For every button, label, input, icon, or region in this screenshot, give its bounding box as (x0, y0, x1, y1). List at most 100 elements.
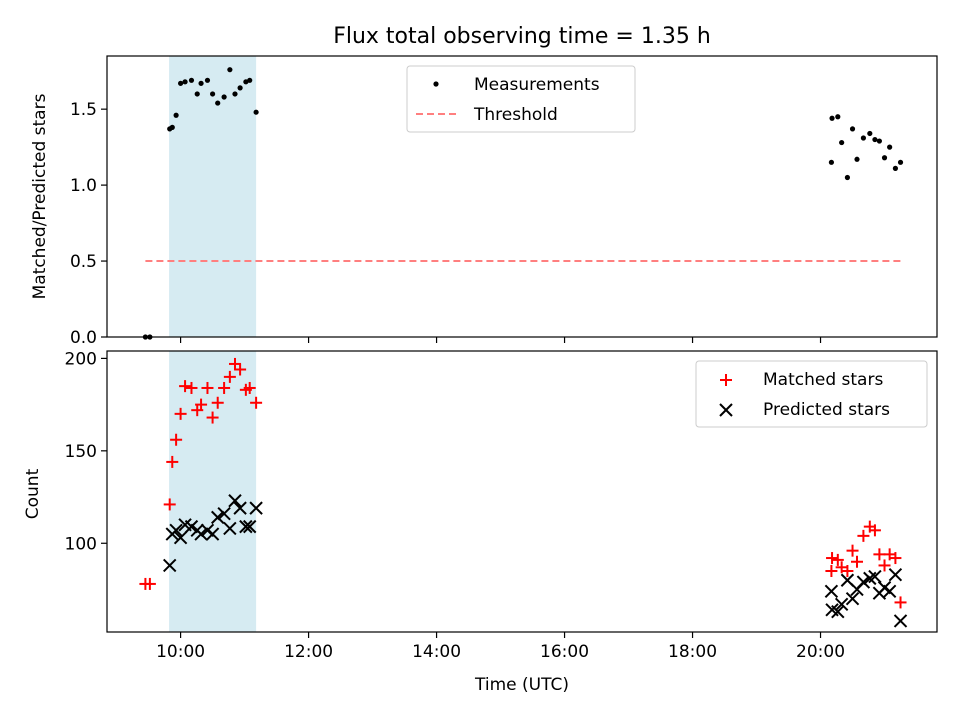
ratio-panel-frame (106, 55, 938, 338)
measurement-point (892, 165, 899, 171)
measurement-point (169, 124, 175, 130)
count-shaded-span (169, 351, 257, 632)
measurement-point (194, 91, 200, 97)
measurement-point (844, 174, 851, 181)
ratio-shaded-span (169, 56, 257, 337)
measurement-point (829, 115, 835, 121)
measurement-point (828, 159, 835, 165)
legend-measurements-marker (433, 81, 439, 87)
measurement-point (887, 144, 893, 150)
matched-stars-point (826, 552, 839, 565)
x-tick-label: 18:00 (668, 642, 717, 662)
legend-measurements-label: Measurements (474, 75, 600, 95)
legend-matched-marker (720, 374, 732, 386)
predicted-stars-point (242, 519, 257, 534)
count-panel: 10:00 12:00 14:00 16:00 18:00 20:00100150200 … (23, 349, 938, 695)
count-y-tick-label: 150 (65, 442, 97, 462)
predicted-stars-point (233, 501, 247, 515)
legend-matched-label: Matched stars (763, 370, 883, 390)
measurement-point (872, 136, 878, 143)
predicted-stars-point (845, 592, 860, 606)
matched-stars-point (841, 564, 854, 577)
predicted-stars-point (173, 531, 188, 545)
ratio-y-axis-label: Matched/Predicted stars (30, 93, 50, 299)
predicted-stars-point (856, 575, 871, 589)
count-legend: Matched stars Predicted stars (695, 360, 928, 428)
measurement-point (232, 91, 238, 97)
predicted-stars-point (205, 527, 220, 541)
predicted-stars-point (184, 519, 199, 534)
measurement-point (860, 135, 867, 141)
matched-stars-point (873, 548, 886, 561)
chart-title: Flux total observing time = 1.35 h (333, 24, 711, 49)
ratio-legend: Measurements Threshold (406, 65, 636, 133)
predicted-stars-point (831, 604, 845, 619)
measurement-point (215, 100, 221, 106)
x-tick-label: 10:00 (156, 642, 205, 662)
measurement-point (253, 109, 259, 115)
x-tick-label: 12:00 (284, 642, 333, 662)
measurement-point (177, 80, 184, 86)
ratio-y-tick-label: 1.5 (70, 100, 97, 120)
matched-stars-point (223, 370, 236, 383)
predicted-stars-point (868, 569, 882, 584)
legend-predicted-marker (719, 403, 733, 417)
matched-stars-point (201, 381, 214, 394)
measurement-point (188, 77, 195, 83)
matched-stars-point (163, 498, 176, 511)
x-axis-label: Time (UTC) (474, 675, 569, 695)
ratio-y-tick-label: 0.0 (70, 328, 97, 348)
matched-stars-point (868, 524, 881, 537)
predicted-stars-point (249, 501, 263, 515)
predicted-stars-point (882, 584, 897, 599)
predicted-stars-point (888, 567, 903, 582)
matched-stars-point (825, 564, 838, 577)
measurement-point (209, 91, 216, 97)
matched-stars-point (228, 357, 241, 370)
matched-stars-point (143, 577, 156, 590)
ratio-y-tick-label: 0.5 (70, 252, 97, 272)
measurement-point (204, 77, 211, 83)
matched-stars-point (851, 555, 864, 568)
matched-stars-point (250, 396, 263, 409)
matched-stars-point (218, 381, 231, 394)
matched-stars-point (243, 381, 256, 394)
matched-stars-point (185, 381, 198, 394)
measurement-point (854, 156, 860, 162)
matched-stars-point (846, 544, 859, 557)
predicted-stars-point (163, 558, 177, 573)
measurement-point (182, 79, 188, 85)
ratio-panel: 0.0 0.5 1.0 1.5 Matched/Predicted stars Mea… (30, 55, 938, 348)
legend-predicted-label: Predicted stars (763, 400, 890, 420)
count-panel-frame (106, 350, 938, 633)
measurement-point (247, 77, 253, 83)
matched-stars-point (831, 553, 844, 566)
measurement-point (876, 138, 883, 144)
measurement-point (897, 159, 904, 165)
measurement-point (221, 94, 227, 100)
legend-threshold-label: Threshold (473, 105, 558, 125)
matched-stars-point (174, 407, 187, 420)
ratio-y-tick-label: 1.0 (70, 176, 97, 196)
measurement-point (227, 67, 233, 73)
measurement-point (867, 130, 873, 137)
x-tick-label: 20:00 (796, 642, 845, 662)
matched-stars-point (170, 433, 183, 446)
predicted-stars-point (223, 521, 237, 536)
predicted-stars-point (834, 597, 849, 611)
measurement-point (198, 80, 204, 86)
measurement-point (839, 139, 845, 146)
matched-stars-point (889, 552, 902, 565)
count-y-tick-label: 100 (65, 534, 97, 554)
predicted-stars-point (217, 506, 231, 521)
matched-stars-point (878, 559, 891, 572)
matched-stars-point (206, 411, 219, 424)
measurement-point (881, 155, 888, 161)
matched-stars-point (166, 455, 179, 468)
predicted-stars-point (228, 494, 242, 508)
predicted-stars-point (194, 527, 208, 541)
matched-stars-point (211, 396, 224, 409)
count-y-axis-label: Count (23, 468, 43, 519)
matched-stars-point (857, 529, 870, 542)
